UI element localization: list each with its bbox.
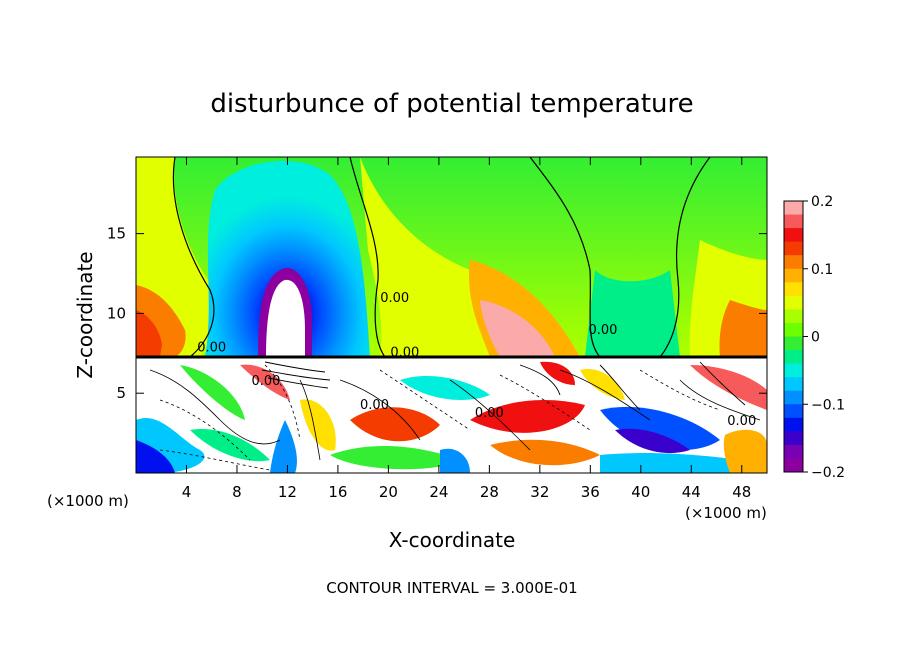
colorbar-tick-label: 0.2: [811, 194, 833, 210]
contour-label: 0.00: [360, 398, 389, 413]
lower-blob-6: [300, 399, 336, 451]
lower-blob-4: [190, 429, 270, 462]
colorbar-tick-label: −0.2: [811, 465, 845, 481]
lower-contours-3: [261, 361, 746, 411]
zero-contour-4: [659, 157, 711, 358]
x-tick-label: 32: [530, 483, 549, 501]
zero-contour-3: [529, 157, 601, 358]
lower-blob-12: [490, 439, 600, 466]
contour-label: 0.00: [390, 345, 419, 360]
lower-blob-7: [270, 420, 297, 473]
contour-label: 0.00: [252, 374, 281, 389]
plume-white-cap: [266, 279, 305, 357]
lower-blob-19: [580, 369, 625, 400]
contour-label: 0.00: [475, 406, 504, 421]
lower-blob-17: [600, 453, 767, 473]
colorbar-swatch: [784, 268, 803, 283]
colorbar-swatch: [784, 390, 803, 405]
y-axis: 5 10 15: [107, 225, 767, 402]
x-tick-label: 20: [379, 483, 398, 501]
x-tick-label: 48: [732, 483, 751, 501]
x-tick-label: 12: [278, 483, 297, 501]
lower-blob-16: [690, 365, 767, 410]
lower-blob-5: [240, 364, 290, 400]
lower-blob-9: [330, 445, 460, 470]
plot-frame: [135, 156, 768, 474]
plot-area: 0.00 0.00 0.00 0.00 0.00 0.00 0.00 0.00: [136, 157, 767, 473]
lower-blob-2: [136, 440, 175, 473]
contour-labels: 0.00 0.00 0.00 0.00 0.00 0.00 0.00 0.00: [197, 291, 756, 429]
cold-plume: [205, 160, 370, 357]
colorbar-swatch: [784, 431, 803, 446]
colorbar-swatch: [784, 255, 803, 270]
x-tick-label: 44: [682, 483, 701, 501]
colorbar-swatch: [784, 444, 803, 459]
contour-label: 0.00: [588, 323, 617, 338]
lower-blob-15: [615, 428, 690, 454]
x-tick-label: 24: [429, 483, 448, 501]
warm-region-center-hot: [480, 300, 555, 357]
contour-label: 0.00: [727, 414, 756, 429]
colorbar-swatch: [784, 458, 803, 473]
x-tick-label: 40: [631, 483, 650, 501]
colorbar-swatch: [784, 350, 803, 365]
neutral-region-right: [585, 270, 680, 357]
colorbar-swatch: [784, 295, 803, 310]
lower-blob-20: [440, 448, 470, 473]
zero-contour-1: [172, 157, 215, 358]
x-axis: 4 8 12 16 20 24 28 32 36 40 44 48: [182, 157, 751, 501]
contour-interval-footer: CONTOUR INTERVAL = 3.000E-01: [326, 579, 577, 597]
lower-blob-11: [470, 400, 585, 433]
colorbar-swatch: [784, 363, 803, 378]
colorbar-swatch: [784, 214, 803, 229]
y-tick-label: 10: [107, 304, 126, 322]
colorbar-swatch: [784, 201, 803, 216]
x-tick-label: 8: [232, 483, 242, 501]
y-axis-label: Z-coordinate: [73, 251, 97, 378]
x-tick-label: 36: [581, 483, 600, 501]
lower-contours-1: [149, 369, 761, 461]
zero-contour-2: [349, 157, 386, 358]
lower-blob-10: [400, 375, 490, 400]
lower-blob-13: [540, 361, 575, 385]
lower-blob-18: [723, 429, 767, 473]
chart-title: disturbunce of potential temperature: [210, 89, 693, 119]
lower-blob-8: [350, 407, 440, 442]
warm-region-left-hot: [136, 310, 162, 357]
y-tick-label: 5: [116, 384, 126, 402]
y-tick-label: 15: [107, 225, 126, 243]
lower-blob-14: [600, 406, 720, 450]
colorbar-tick-label: 0: [811, 330, 820, 346]
x-axis-unit-right: (×1000 m): [685, 504, 767, 522]
x-tick-label: 28: [480, 483, 499, 501]
x-axis-label: X-coordinate: [389, 528, 516, 552]
colorbar-swatch: [784, 282, 803, 297]
colorbar-ticks: 0.2 0.1 0 −0.1 −0.2: [803, 194, 845, 481]
colorbar-swatch: [784, 322, 803, 337]
lower-contours-2: [159, 364, 721, 471]
colorbar: [783, 200, 804, 473]
colorbar-swatch: [784, 377, 803, 392]
x-tick-label: 4: [182, 483, 192, 501]
colorbar-swatch: [784, 241, 803, 256]
x-axis-unit-left: (×1000 m): [47, 492, 129, 510]
colorbar-swatch: [784, 309, 803, 324]
contour-label: 0.00: [380, 291, 409, 306]
colorbar-tick-label: −0.1: [811, 397, 845, 413]
x-tick-label: 16: [328, 483, 347, 501]
colorbar-swatch: [784, 228, 803, 243]
colorbar-swatch: [784, 336, 803, 351]
contour-label: 0.00: [197, 341, 226, 356]
warm-region-right-core: [719, 300, 767, 357]
colorbar-swatch: [784, 417, 803, 432]
colorbar-swatch: [784, 404, 803, 419]
lower-blob-3: [180, 365, 245, 420]
colorbar-tick-label: 0.1: [811, 262, 833, 278]
